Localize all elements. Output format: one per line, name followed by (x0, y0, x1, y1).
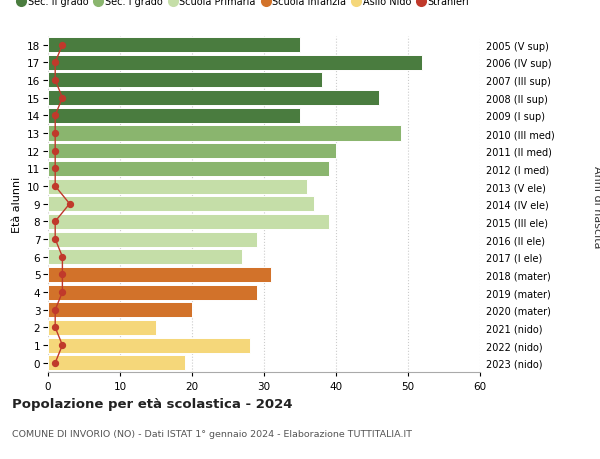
Bar (48, 73, 322, 88)
Bar (48, 179, 307, 194)
Point (58, 289, 67, 296)
Bar (48, 302, 192, 318)
Bar (48, 126, 401, 141)
Text: Anni di nascita: Anni di nascita (592, 165, 600, 248)
Bar (48, 197, 314, 212)
Point (65, 201, 74, 208)
Point (50, 60, 60, 67)
Bar (48, 250, 242, 265)
Bar (48, 267, 271, 282)
Point (50, 236, 60, 243)
Point (58, 271, 67, 279)
Point (50, 112, 60, 120)
Point (50, 77, 60, 84)
Bar (48, 144, 336, 159)
Y-axis label: Età alunni: Età alunni (11, 176, 22, 232)
Bar (48, 355, 185, 370)
Point (50, 218, 60, 225)
Bar (48, 338, 250, 353)
Point (50, 183, 60, 190)
Point (50, 165, 60, 173)
Text: COMUNE DI INVORIO (NO) - Dati ISTAT 1° gennaio 2024 - Elaborazione TUTTITALIA.IT: COMUNE DI INVORIO (NO) - Dati ISTAT 1° g… (12, 429, 412, 438)
Bar (48, 214, 329, 230)
Bar (48, 320, 156, 335)
Point (50, 130, 60, 137)
Bar (48, 232, 257, 247)
Bar (48, 162, 329, 176)
Point (50, 359, 60, 367)
Point (58, 95, 67, 102)
Bar (48, 38, 300, 53)
Point (58, 341, 67, 349)
Point (58, 42, 67, 49)
Bar (48, 56, 422, 71)
Bar (48, 285, 257, 300)
Bar (48, 109, 300, 123)
Point (50, 324, 60, 331)
Point (58, 253, 67, 261)
Bar (48, 91, 379, 106)
Point (50, 307, 60, 314)
Legend: Sec. II grado, Sec. I grado, Scuola Primaria, Scuola Infanzia, Asilo Nido, Stran: Sec. II grado, Sec. I grado, Scuola Prim… (13, 0, 473, 11)
Text: Popolazione per età scolastica - 2024: Popolazione per età scolastica - 2024 (12, 397, 293, 410)
Point (50, 148, 60, 155)
